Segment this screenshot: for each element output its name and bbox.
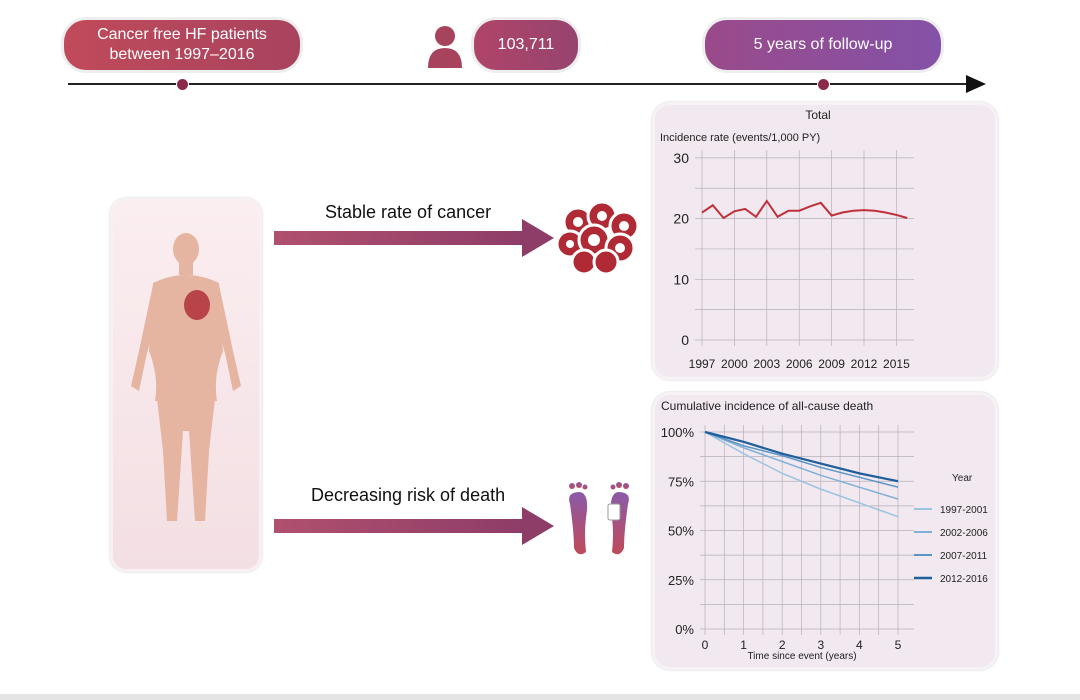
body-panel bbox=[110, 198, 262, 572]
x-tick-label: 0 bbox=[702, 638, 709, 652]
x-tick-label: 2009 bbox=[818, 357, 845, 371]
x-tick-label: 2015 bbox=[883, 357, 910, 371]
decreasing-risk-label: Decreasing risk of death bbox=[311, 485, 506, 505]
incidence-chart-panel bbox=[652, 102, 998, 380]
x-tick-label: 2 bbox=[779, 638, 786, 652]
x-tick-label: 2012 bbox=[851, 357, 878, 371]
y-tick-label: 10 bbox=[673, 271, 689, 287]
patients-count-pill: 103,711 bbox=[474, 20, 578, 70]
bottom-bar bbox=[0, 694, 1080, 700]
y-tick-label: 75% bbox=[668, 474, 694, 489]
mortality-chart: Cumulative incidence of all-cause death … bbox=[661, 399, 989, 662]
legend-label: 1997-2001 bbox=[940, 505, 988, 516]
y-tick-label: 0% bbox=[675, 622, 694, 637]
stable-rate-arrow bbox=[274, 219, 554, 257]
timeline-arrowhead bbox=[966, 75, 986, 93]
feet-toe-tag-icon bbox=[569, 482, 629, 555]
decreasing-risk-arrow bbox=[274, 507, 554, 545]
y-tick-label: 30 bbox=[673, 150, 689, 166]
chart-title: Cumulative incidence of all-cause death bbox=[661, 399, 873, 413]
y-tick-label: 20 bbox=[673, 211, 689, 227]
y-tick-label: 0 bbox=[681, 332, 689, 348]
x-tick-label: 1 bbox=[740, 638, 747, 652]
incidence-line bbox=[701, 199, 908, 220]
chart-title: Total bbox=[805, 108, 830, 122]
person-icon bbox=[428, 26, 462, 68]
series-line-2007-2011 bbox=[704, 431, 899, 488]
cancer-cells-icon bbox=[556, 200, 640, 276]
x-tick-label: 4 bbox=[856, 638, 863, 652]
patients-count: 103,711 bbox=[497, 36, 555, 53]
x-axis-label: Time since event (years) bbox=[747, 651, 856, 662]
start-label: Cancer free HF patients between 1997–201… bbox=[97, 26, 267, 63]
followup-pill: 5 years of follow-up bbox=[705, 20, 941, 70]
followup-label: 5 years of follow-up bbox=[753, 36, 893, 53]
series-line-1997-2001 bbox=[704, 431, 899, 518]
series-line-2002-2006 bbox=[704, 431, 899, 500]
legend-title: Year bbox=[952, 473, 973, 484]
timeline-dot-start bbox=[176, 78, 189, 91]
x-tick-label: 2006 bbox=[786, 357, 813, 371]
y-tick-label: 100% bbox=[661, 425, 695, 440]
start-pill: Cancer free HF patients between 1997–201… bbox=[64, 20, 300, 70]
x-tick-label: 2003 bbox=[753, 357, 780, 371]
stable-rate-label: Stable rate of cancer bbox=[325, 202, 492, 222]
legend-label: 2007-2011 bbox=[940, 551, 988, 562]
incidence-chart: Total Incidence rate (events/1,000 PY) 0… bbox=[660, 108, 914, 371]
heart-icon bbox=[184, 290, 210, 320]
mortality-chart-panel bbox=[652, 392, 998, 670]
legend-label: 2002-2006 bbox=[940, 528, 988, 539]
timeline-line bbox=[68, 83, 968, 85]
human-body-heart-illustration bbox=[131, 233, 241, 521]
y-axis-label: Incidence rate (events/1,000 PY) bbox=[660, 132, 820, 144]
timeline-dot-end bbox=[817, 78, 830, 91]
series-line-2012-2016 bbox=[704, 430, 899, 483]
x-tick-label: 2000 bbox=[721, 357, 748, 371]
x-tick-label: 1997 bbox=[689, 357, 716, 371]
x-tick-label: 3 bbox=[817, 638, 824, 652]
y-tick-label: 50% bbox=[668, 524, 694, 539]
x-tick-label: 5 bbox=[895, 638, 902, 652]
y-tick-label: 25% bbox=[668, 573, 694, 588]
legend-label: 2012-2016 bbox=[940, 574, 988, 585]
